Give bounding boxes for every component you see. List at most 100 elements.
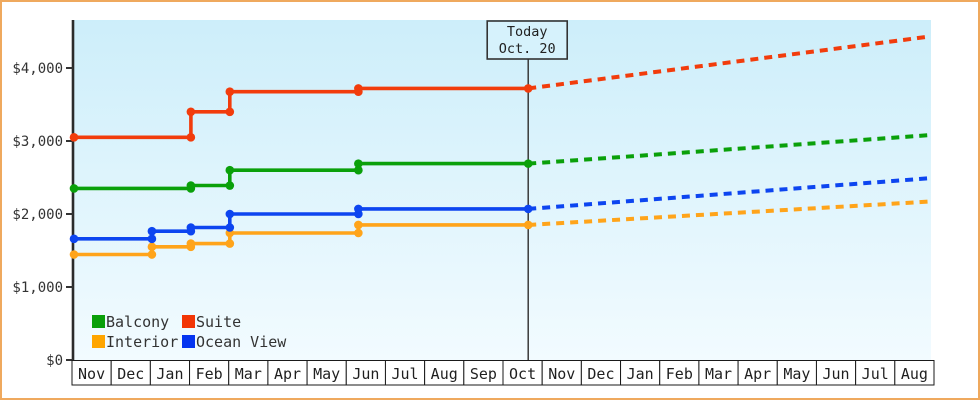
today-label: Today bbox=[507, 24, 548, 40]
month-label: Oct bbox=[509, 365, 536, 383]
y-axis: $4,000 $3,000 $2,000 $1,000 $0 bbox=[12, 20, 75, 369]
series-point-ocean-view bbox=[225, 223, 235, 232]
month-label: Apr bbox=[274, 365, 301, 383]
month-label: Dec bbox=[587, 365, 614, 383]
month-label: Apr bbox=[744, 365, 771, 383]
series-point-balcony bbox=[523, 159, 533, 168]
series-projection-suite bbox=[527, 34, 930, 91]
plot-area bbox=[73, 20, 931, 360]
legend-item-interior: Interior bbox=[92, 333, 178, 351]
series-point-suite bbox=[186, 107, 196, 117]
month-cell bbox=[189, 360, 230, 386]
month-label: Mar bbox=[705, 365, 732, 383]
y-axis-label: $1,000 bbox=[12, 280, 63, 296]
series-point-suite bbox=[225, 107, 235, 117]
month-cell bbox=[580, 360, 622, 386]
series-point-balcony bbox=[354, 165, 363, 175]
series-projection-ocean-view bbox=[528, 176, 930, 211]
month-label: May bbox=[313, 365, 340, 383]
y-axis-label: $3,000 bbox=[12, 134, 63, 150]
series-point-balcony bbox=[354, 159, 363, 168]
month-label: Feb bbox=[666, 365, 693, 383]
legend-swatch bbox=[182, 315, 195, 328]
series-point-interior bbox=[354, 228, 363, 238]
month-label: Aug bbox=[901, 365, 928, 383]
series-point-ocean-view bbox=[147, 234, 157, 244]
series-point-ocean-view bbox=[147, 226, 157, 236]
month-cell bbox=[228, 360, 269, 386]
legend-label: Interior bbox=[106, 333, 178, 351]
series-point-balcony bbox=[186, 181, 196, 190]
month-cell bbox=[894, 360, 935, 386]
series-point-suite bbox=[523, 84, 533, 93]
series-point-suite bbox=[186, 133, 196, 142]
month-cell bbox=[541, 360, 582, 386]
month-label: Jan bbox=[156, 365, 183, 383]
series-point-ocean-view bbox=[354, 204, 363, 214]
month-label: Jun bbox=[352, 365, 379, 383]
month-cell bbox=[384, 360, 426, 386]
month-label: Dec bbox=[117, 365, 144, 383]
series-interior bbox=[69, 199, 930, 259]
month-label: Nov bbox=[548, 365, 575, 383]
today-box bbox=[486, 20, 569, 60]
series-point-balcony bbox=[225, 181, 235, 190]
month-label: Nov bbox=[78, 365, 105, 383]
series-ocean-view bbox=[69, 176, 930, 244]
month-cell bbox=[306, 360, 347, 386]
month-cell bbox=[502, 360, 543, 386]
month-label: Jan bbox=[627, 365, 654, 383]
legend-swatch bbox=[92, 315, 105, 328]
month-label: Jul bbox=[862, 365, 889, 383]
x-axis: Nov Dec Jan Feb Mar Apr May Jun Jul Aug Sep Oct Nov D… bbox=[71, 360, 935, 386]
series-point-interior bbox=[354, 220, 363, 230]
series-balcony bbox=[69, 133, 930, 193]
series-point-ocean-view bbox=[69, 234, 79, 244]
series-point-suite bbox=[69, 133, 79, 142]
legend-item-ocean-view: Ocean View bbox=[182, 333, 287, 351]
legend-item-balcony: Balcony bbox=[92, 313, 169, 331]
legend-item-suite: Suite bbox=[182, 313, 241, 331]
series-point-balcony bbox=[225, 165, 235, 175]
y-axis-label: $4,000 bbox=[12, 61, 63, 77]
month-cell bbox=[267, 360, 308, 386]
month-label: Sep bbox=[470, 365, 497, 383]
series-point-interior bbox=[186, 239, 196, 248]
month-cell bbox=[424, 360, 465, 386]
series-point-ocean-view bbox=[225, 209, 235, 219]
series-point-interior bbox=[69, 250, 79, 259]
legend-label: Suite bbox=[196, 313, 241, 331]
legend-label: Balcony bbox=[106, 313, 169, 331]
series-suite bbox=[69, 34, 930, 142]
series-point-interior bbox=[225, 239, 235, 248]
month-label: Jul bbox=[391, 365, 418, 383]
month-label: May bbox=[783, 365, 810, 383]
month-label: Jun bbox=[822, 365, 849, 383]
legend: Balcony Suite Interior Ocean View bbox=[92, 313, 287, 351]
today-date: Oct. 20 bbox=[499, 41, 556, 57]
month-cell bbox=[698, 360, 739, 386]
series-projection-interior bbox=[528, 199, 930, 227]
legend-swatch bbox=[92, 335, 105, 348]
series-point-ocean-view bbox=[186, 223, 196, 232]
month-cell bbox=[463, 360, 504, 386]
legend-swatch bbox=[182, 335, 195, 348]
series-point-ocean-view bbox=[523, 204, 533, 214]
month-label: Feb bbox=[196, 365, 223, 383]
month-cell bbox=[345, 360, 386, 386]
month-cell bbox=[737, 360, 778, 386]
month-label: Aug bbox=[431, 365, 458, 383]
month-label: Mar bbox=[235, 365, 262, 383]
y-axis-label: $2,000 bbox=[12, 207, 63, 223]
month-cell bbox=[71, 360, 112, 386]
series-point-suite bbox=[225, 87, 235, 97]
series-point-interior bbox=[523, 220, 533, 230]
series-point-interior bbox=[147, 242, 157, 252]
series-point-interior bbox=[147, 250, 157, 259]
series-projection-balcony bbox=[528, 133, 930, 166]
series-point-suite bbox=[354, 84, 363, 93]
y-axis-label: $0 bbox=[46, 353, 63, 369]
